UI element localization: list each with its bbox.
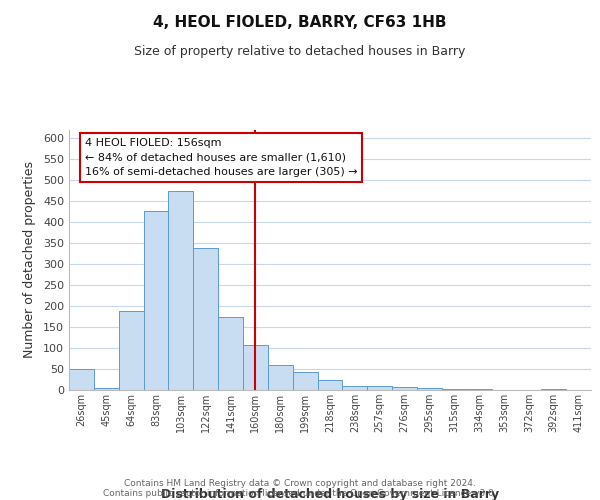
- Bar: [169, 191, 193, 390]
- Bar: [293, 372, 317, 390]
- Text: Contains public sector information licensed under the Open Government Licence v3: Contains public sector information licen…: [103, 488, 497, 498]
- X-axis label: Distribution of detached houses by size in Barry: Distribution of detached houses by size …: [161, 488, 499, 500]
- Bar: [94, 388, 119, 390]
- Bar: [541, 388, 566, 390]
- Bar: [218, 318, 243, 390]
- Text: 4 HEOL FIOLED: 156sqm
← 84% of detached houses are smaller (1,610)
16% of semi-d: 4 HEOL FIOLED: 156sqm ← 84% of detached …: [85, 138, 357, 177]
- Bar: [392, 387, 417, 390]
- Bar: [268, 365, 293, 390]
- Bar: [243, 345, 268, 390]
- Bar: [193, 248, 218, 390]
- Text: Size of property relative to detached houses in Barry: Size of property relative to detached ho…: [134, 45, 466, 58]
- Bar: [367, 386, 392, 390]
- Bar: [417, 388, 442, 390]
- Bar: [143, 210, 169, 390]
- Bar: [442, 388, 467, 390]
- Bar: [343, 386, 367, 390]
- Bar: [467, 389, 491, 390]
- Text: Contains HM Land Registry data © Crown copyright and database right 2024.: Contains HM Land Registry data © Crown c…: [124, 478, 476, 488]
- Bar: [317, 380, 343, 390]
- Bar: [119, 311, 143, 390]
- Bar: [69, 369, 94, 390]
- Y-axis label: Number of detached properties: Number of detached properties: [23, 162, 36, 358]
- Text: 4, HEOL FIOLED, BARRY, CF63 1HB: 4, HEOL FIOLED, BARRY, CF63 1HB: [153, 15, 447, 30]
